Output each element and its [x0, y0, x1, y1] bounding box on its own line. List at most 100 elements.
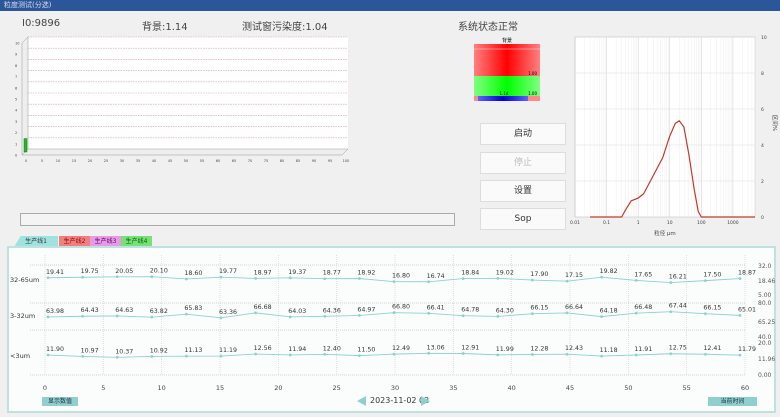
data-label: 11.50	[357, 347, 375, 354]
data-label: 10.92	[150, 347, 168, 354]
right-axis-label: 40.0	[758, 334, 772, 341]
data-point	[461, 314, 465, 318]
start-button[interactable]: 启动	[480, 123, 566, 145]
data-label: 12.43	[565, 345, 583, 352]
next-date-icon[interactable]	[421, 396, 430, 406]
data-point	[634, 278, 638, 282]
x-tick-label: 50	[184, 159, 188, 163]
x-tick-label: 55	[683, 384, 691, 392]
data-point	[323, 277, 327, 281]
data-point	[219, 275, 223, 279]
data-point	[531, 312, 534, 316]
x-tick-label: 80	[280, 159, 284, 163]
data-label: 11.99	[496, 346, 514, 353]
data-label: 16.21	[669, 274, 687, 281]
sop-button[interactable]: Sop	[480, 208, 566, 230]
x-tick-label: 0.1	[603, 220, 610, 226]
y-tick-label: 6	[15, 86, 17, 90]
data-label: 67.44	[669, 303, 687, 310]
data-point	[600, 275, 603, 279]
data-label: 63.98	[46, 308, 64, 315]
y-tick-label: 1	[15, 142, 17, 146]
data-label: 12.28	[530, 345, 548, 352]
tab-line-2[interactable]: 生产线2	[59, 236, 90, 247]
data-label: 63.36	[219, 309, 237, 316]
data-label: 65.83	[184, 305, 202, 312]
data-point	[254, 352, 257, 356]
data-point	[496, 353, 500, 357]
data-point	[738, 353, 742, 357]
x-tick-label: 0.01	[570, 220, 580, 226]
show-values-button[interactable]: 显示数值	[42, 397, 78, 406]
gauge-lower-value: 1.00	[528, 91, 537, 96]
data-label: 65.01	[738, 306, 756, 313]
tab-line-4[interactable]: 生产线4	[121, 236, 152, 247]
x-tick-label: 40	[508, 384, 516, 392]
y-tick-label: 3	[15, 120, 17, 124]
data-label: 19.02	[496, 269, 514, 276]
data-point	[81, 275, 84, 279]
data-label: 16.80	[392, 273, 410, 280]
data-point	[81, 314, 84, 318]
data-label: 11.13	[184, 347, 202, 354]
x-tick-label: 25	[333, 384, 341, 392]
x-axis-label: 粒径 μm	[654, 229, 676, 237]
data-label: 66.64	[565, 304, 583, 311]
y-tick-label: 10	[15, 42, 19, 46]
data-label: 18.84	[461, 270, 479, 277]
y-tick-label: 7	[15, 75, 17, 79]
data-label: 66.48	[634, 304, 652, 311]
data-point	[461, 352, 465, 355]
row-label: 3-32um	[10, 312, 35, 320]
title-bar: 粒度测试(分选)	[0, 0, 780, 11]
row-label: <3um	[10, 352, 30, 360]
data-point	[219, 316, 223, 320]
data-point	[392, 311, 396, 315]
x-tick-label: 10	[56, 159, 60, 163]
data-point	[427, 351, 430, 355]
data-point	[323, 352, 327, 356]
prev-date-icon[interactable]	[357, 396, 366, 406]
x-tick-label: 35	[136, 159, 140, 163]
data-point	[392, 280, 396, 284]
data-point	[496, 276, 500, 280]
io-value: I0:9896	[22, 18, 61, 29]
date-label: 2023-11-02 02	[370, 396, 430, 405]
data-point	[669, 352, 673, 356]
x-tick-label: 10	[158, 384, 166, 392]
data-point	[704, 279, 707, 283]
trend-chart: 0 5 10 15 20 25 30 35 40 45 50 55 60 32-65um 32.0 18.46…	[10, 255, 775, 392]
right-axis-label: 0.00	[758, 372, 772, 379]
data-point	[254, 311, 257, 315]
x-tick-label: 50	[624, 384, 632, 392]
stop-button[interactable]: 停止	[480, 152, 566, 174]
x-tick-label: 70	[248, 159, 252, 163]
data-label: 19.82	[600, 268, 618, 275]
data-point	[704, 312, 707, 316]
data-point	[150, 275, 154, 279]
settings-button[interactable]: 设置	[480, 180, 566, 202]
right-axis-label: 32.0	[758, 263, 772, 270]
row-label: 32-65um	[10, 276, 39, 284]
floor	[21, 148, 349, 156]
tab-line-3[interactable]: 生产线3	[90, 236, 121, 247]
data-point	[565, 279, 569, 283]
y-tick-label: 4	[15, 109, 18, 113]
data-point	[427, 311, 430, 315]
data-label: 64.97	[357, 306, 375, 313]
current-time-button[interactable]: 当前时间	[708, 397, 757, 406]
y-axis-label: 区间%	[771, 115, 779, 131]
data-point	[219, 354, 223, 358]
tab-line-1[interactable]: 生产线1	[14, 236, 58, 247]
data-label: 12.49	[392, 345, 410, 352]
x-tick-label: 65	[232, 159, 236, 163]
data-point	[531, 278, 534, 282]
x-tick-label: 45	[566, 384, 574, 392]
data-point	[288, 315, 292, 319]
x-tick-label: 1000	[727, 220, 739, 226]
y-tick-label: 8	[15, 64, 17, 68]
data-point	[46, 315, 50, 319]
data-label: 12.75	[669, 345, 687, 352]
background-gauge: 背景 1.00 1.00 1.14	[474, 37, 540, 101]
